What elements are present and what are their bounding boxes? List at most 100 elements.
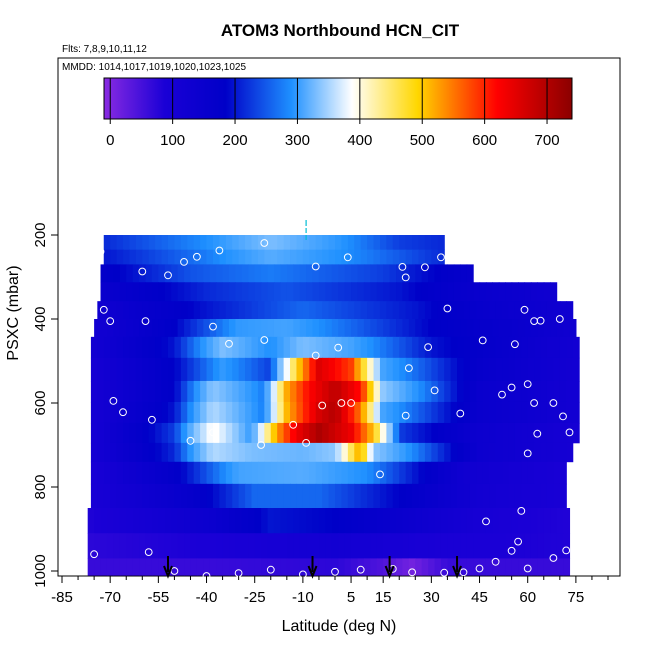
heatmap-cell [418,461,426,485]
heatmap-cell [379,301,387,320]
heatmap-cell [296,357,304,382]
plot-frame [57,57,621,577]
heatmap-cell [469,422,477,444]
heatmap-cell [396,319,404,338]
heatmap-cell [418,442,426,463]
heatmap-cell [187,483,195,509]
heatmap-cell [283,483,291,509]
heatmap-cell [254,508,262,534]
heatmap-cell [338,319,346,338]
heatmap-cell [238,422,246,444]
heatmap-cell [241,533,249,559]
heatmap-cell [534,422,542,444]
arrow-head [163,565,173,579]
heatmap-cell [116,249,124,265]
heatmap-cell [135,235,143,251]
heatmap-cell [174,357,182,382]
sample-point [405,364,413,373]
heatmap-cell [123,422,131,444]
heatmap-cell [386,336,394,359]
heatmap-cell [232,461,240,485]
heatmap-cell [229,508,237,534]
sample-point [318,401,327,410]
heatmap-cell [123,301,131,320]
heatmap-cell [290,357,298,382]
heatmap-cell [190,264,198,283]
heatmap-cell [386,380,394,403]
heatmap-cell [306,282,314,302]
heatmap-cell [453,319,461,338]
heatmap-cell [135,249,143,265]
heatmap-cell [379,249,387,265]
heatmap-cell [277,301,285,320]
heatmap-cell [309,301,317,320]
heatmap-cell [212,380,220,403]
heatmap-cell [142,422,150,444]
heatmap-cell [315,483,323,509]
heatmap-cell [225,301,233,320]
sample-point [523,449,532,458]
heatmap-cell [161,461,169,485]
heatmap-cell [457,483,465,509]
heatmap-cell [347,461,355,485]
heatmap-cell [511,508,519,534]
heatmap-cell [299,282,307,302]
heatmap-cell [421,533,429,559]
heatmap-cell [489,442,497,463]
heatmap-cell [238,483,246,509]
heatmap-cell [572,357,580,382]
heatmap-cell [277,483,285,509]
heatmap-cell [527,301,535,320]
heatmap-cell [447,264,455,283]
sample-point [311,351,320,360]
heatmap-cell [469,483,477,509]
heatmap-cell [251,380,259,403]
x-tick-label: -40 [196,589,218,606]
heatmap-cell [302,461,310,485]
heatmap-cell [534,301,542,320]
heatmap-cell [161,336,169,359]
heatmap-cell [415,558,423,576]
heatmap-cell [132,264,140,283]
heatmap-cell [476,461,484,485]
heatmap-cell [511,533,519,559]
heatmap-cell [331,558,339,576]
heatmap-cell [103,442,111,463]
heatmap-cell [502,380,510,403]
heatmap-cell [277,380,285,403]
heatmap-cell [347,380,355,403]
heatmap-cell [312,319,320,338]
heatmap-cell [283,336,291,359]
sample-point [530,399,538,407]
heatmap-cell [335,336,343,359]
heatmap-cell [293,264,301,283]
heatmap-cell [328,336,336,359]
heatmap-cell [383,264,391,283]
heatmap-cell [373,301,381,320]
heatmap-cell [489,336,497,359]
colorbar-gradient [103,77,573,120]
heatmap-cell [383,508,391,534]
heatmap-cell [389,508,397,534]
heatmap-cell [530,558,538,576]
heatmap-cell [553,483,561,509]
heatmap-cell [245,461,253,485]
heatmap-cell [434,319,442,338]
heatmap-cell [270,235,278,251]
heatmap-cell [412,380,420,403]
heatmap-cell [418,401,426,424]
heatmap-cell [200,483,208,509]
heatmap-cell [241,282,249,302]
heatmap-cell [559,380,567,403]
heatmap-cell [524,558,532,576]
heatmap-cell [370,558,378,576]
heatmap-cell [341,483,349,509]
heatmap-cell [354,442,362,463]
heatmap-cell [566,422,574,444]
heatmap-cell [463,401,471,424]
heatmap-cell [540,380,548,403]
heatmap-cell [196,558,204,576]
heatmap-cell [171,508,179,534]
heatmap-cell [139,508,147,534]
heatmap-cell [123,461,131,485]
